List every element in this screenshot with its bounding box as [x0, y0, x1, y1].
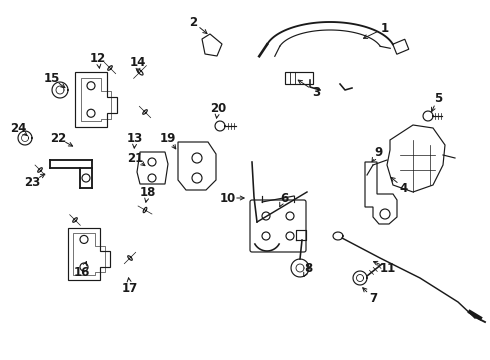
Text: 2: 2 [189, 15, 197, 28]
Text: 14: 14 [130, 55, 146, 68]
Text: 18: 18 [140, 185, 156, 198]
Text: 8: 8 [304, 261, 312, 274]
Text: 7: 7 [369, 292, 377, 305]
Text: 20: 20 [210, 102, 226, 114]
Text: 3: 3 [312, 85, 320, 99]
Text: 16: 16 [74, 266, 90, 279]
Text: 4: 4 [400, 181, 408, 194]
Text: 11: 11 [380, 261, 396, 274]
Text: 23: 23 [24, 175, 40, 189]
Text: 12: 12 [90, 51, 106, 64]
Text: 15: 15 [44, 72, 60, 85]
Text: 10: 10 [220, 192, 236, 204]
Text: 1: 1 [381, 22, 389, 35]
Text: 19: 19 [160, 131, 176, 144]
Text: 22: 22 [50, 131, 66, 144]
Text: 9: 9 [374, 145, 382, 158]
Text: 6: 6 [280, 192, 288, 204]
Text: 13: 13 [127, 131, 143, 144]
Text: 5: 5 [434, 91, 442, 104]
Text: 21: 21 [127, 152, 143, 165]
Text: 24: 24 [10, 122, 26, 135]
Text: 17: 17 [122, 282, 138, 294]
